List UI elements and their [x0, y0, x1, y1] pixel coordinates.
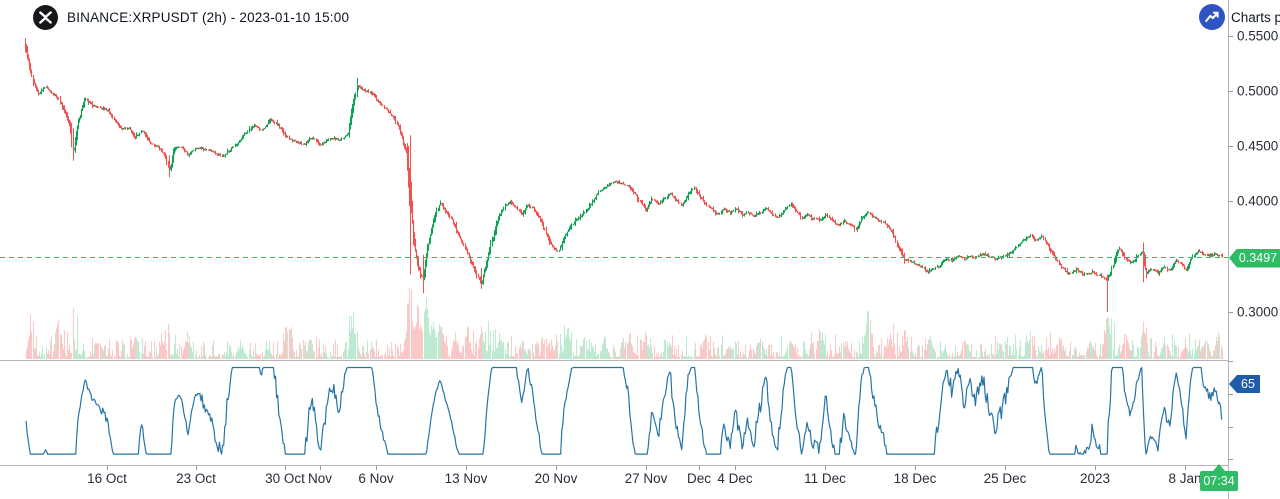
- time-axis-label: 18 Dec: [893, 471, 937, 486]
- time-axis-label: 2023: [1079, 471, 1111, 486]
- countdown-text: 07:34: [1203, 473, 1235, 488]
- time-axis-label: 6 Nov: [358, 471, 394, 486]
- chart-header: BINANCE:XRPUSDT (2h) - 2023-01-10 15:00: [33, 5, 349, 30]
- bar-countdown-badge: 07:34: [1200, 464, 1238, 491]
- price-axis-label: 0.5000: [1237, 83, 1279, 99]
- time-axis-label: 4 Dec: [717, 471, 753, 486]
- symbol-title: BINANCE:XRPUSDT (2h) - 2023-01-10 15:00: [67, 10, 350, 25]
- time-axis-label: 27 Nov: [624, 471, 668, 486]
- time-axis-label: 23 Oct: [176, 471, 216, 486]
- price-axis-label: 0.4000: [1237, 193, 1279, 209]
- time-axis-label: 25 Dec: [983, 471, 1027, 486]
- attribution-text: Charts p: [1231, 9, 1280, 25]
- price-axis-label: 0.3000: [1237, 304, 1279, 320]
- trending-up-icon: [1199, 4, 1225, 30]
- rsi-value-badge: 65: [1229, 375, 1260, 393]
- time-axis-label: Nov: [307, 471, 333, 486]
- time-axis-label: 16 Oct: [87, 471, 127, 486]
- time-axis-label: 11 Dec: [804, 471, 846, 486]
- current-price-badge: 0.3497: [1229, 248, 1280, 268]
- time-axis-label: 13 Nov: [444, 471, 488, 486]
- price-axis-label: 0.4500: [1237, 138, 1279, 154]
- xrp-logo-icon: [33, 5, 58, 30]
- attribution-link[interactable]: Charts p: [1199, 4, 1280, 30]
- time-axis-label: 30 Oct: [265, 471, 305, 486]
- time-axis-label: 8 Jan: [1168, 471, 1202, 486]
- time-axis-label: Dec: [686, 471, 712, 486]
- time-axis-label: 20 Nov: [534, 471, 578, 486]
- countdown-pointer-icon: [1213, 464, 1225, 471]
- price-axis-label: 0.5500: [1237, 28, 1279, 44]
